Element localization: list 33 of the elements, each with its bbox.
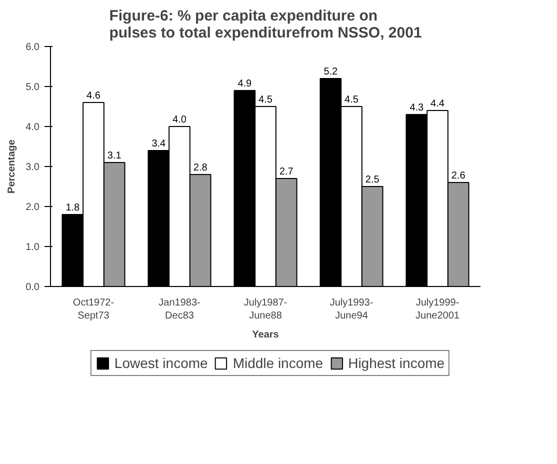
data-label: 4.5 — [344, 94, 359, 106]
y-tick-label: 6.0 — [26, 42, 40, 53]
y-tick-label: 4.0 — [26, 122, 40, 133]
x-tick-label: Jan1983- Dec83 — [158, 298, 200, 322]
legend-label: Highest income — [348, 355, 445, 371]
y-tick-label: 5.0 — [26, 82, 40, 93]
y-axis-title: Percentage — [6, 139, 18, 194]
legend-label: Middle income — [232, 355, 324, 371]
x-tick-label: July1993- June94 — [330, 298, 374, 322]
data-label: 3.1 — [107, 150, 122, 162]
data-label: 2.5 — [365, 174, 380, 186]
legend-label: Lowest income — [114, 355, 208, 371]
y-tick-label: 1.0 — [26, 242, 40, 253]
x-axis-title: Years — [252, 330, 280, 341]
y-tick-label: 2.0 — [26, 202, 40, 213]
chart-title: Figure-6: % per capita expenditure on pulses to total expenditurefrom NSSO, 2001 — [109, 8, 422, 42]
data-label: 2.6 — [451, 170, 466, 182]
y-tick-label: 3.0 — [26, 162, 40, 173]
data-label: 5.2 — [324, 66, 338, 78]
data-label: 2.7 — [279, 166, 294, 178]
data-label: 2.8 — [193, 162, 208, 174]
data-label: 1.8 — [66, 202, 80, 214]
data-label: 4.0 — [172, 114, 187, 126]
y-tick-label: 0.0 — [26, 282, 40, 293]
x-tick-label: July1999- June2001 — [416, 298, 460, 322]
data-label: 3.4 — [152, 138, 166, 150]
x-tick-label: July1987- June88 — [244, 298, 288, 322]
x-tick-label: Oct1972- Sept73 — [72, 298, 114, 322]
data-label: 4.4 — [430, 98, 445, 110]
data-label: 4.5 — [258, 94, 273, 106]
data-label: 4.3 — [410, 102, 424, 114]
data-label: 4.6 — [86, 90, 101, 102]
data-label: 4.9 — [238, 78, 252, 90]
